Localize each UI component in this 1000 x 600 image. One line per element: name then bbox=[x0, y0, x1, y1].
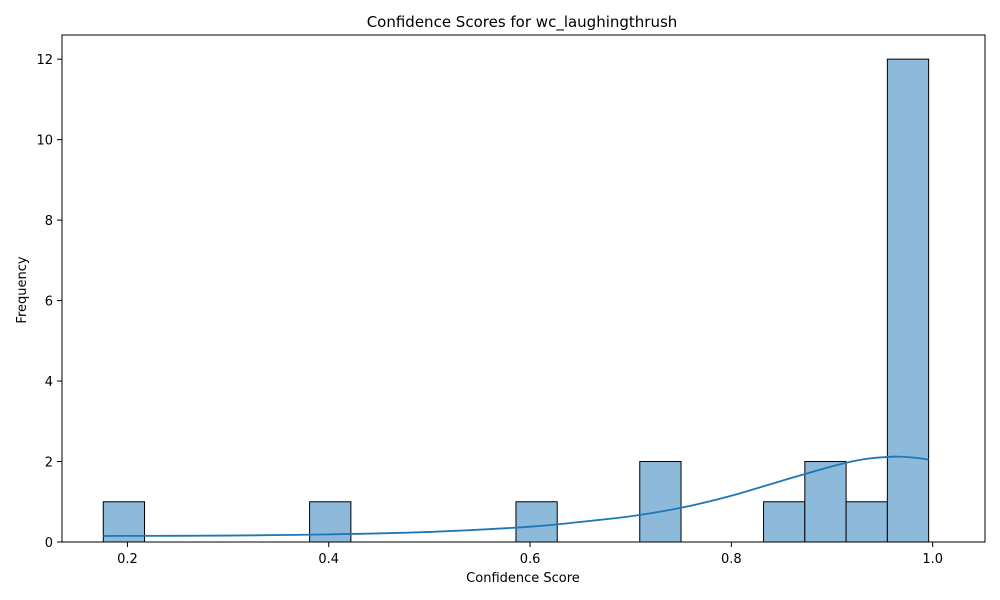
kde-curve bbox=[103, 455, 929, 537]
chart-title: Confidence Scores for wc_laughingthrush bbox=[367, 13, 678, 32]
y-tick-label: 0 bbox=[45, 536, 53, 551]
y-tick-label: 12 bbox=[36, 53, 53, 68]
y-tick-label: 10 bbox=[36, 134, 53, 149]
y-axis: 0 2 4 6 8 10 12 bbox=[36, 53, 62, 551]
x-tick-label: 0.6 bbox=[520, 552, 541, 567]
histogram-bar bbox=[515, 501, 558, 543]
x-tick-label: 0.8 bbox=[721, 552, 742, 567]
histogram-bar bbox=[639, 461, 682, 543]
histogram-bar bbox=[804, 461, 847, 543]
histogram-bar bbox=[845, 501, 888, 543]
x-axis-label: Confidence Score bbox=[466, 571, 580, 586]
x-tick-label: 0.2 bbox=[117, 552, 138, 567]
plot-frame bbox=[61, 34, 986, 543]
histogram-bar bbox=[309, 501, 352, 543]
histogram-bar bbox=[886, 58, 930, 543]
histogram-bar bbox=[763, 501, 806, 543]
y-tick-label: 2 bbox=[45, 456, 53, 471]
y-axis-label: Frequency bbox=[15, 256, 30, 323]
x-axis: 0.2 0.4 0.6 0.8 1.0 bbox=[117, 542, 943, 567]
y-tick-label: 8 bbox=[45, 214, 53, 229]
x-tick-label: 0.4 bbox=[318, 552, 339, 567]
bars-group bbox=[102, 58, 930, 543]
y-tick-label: 6 bbox=[45, 295, 53, 310]
x-tick-label: 1.0 bbox=[922, 552, 943, 567]
y-tick-label: 4 bbox=[45, 375, 53, 390]
